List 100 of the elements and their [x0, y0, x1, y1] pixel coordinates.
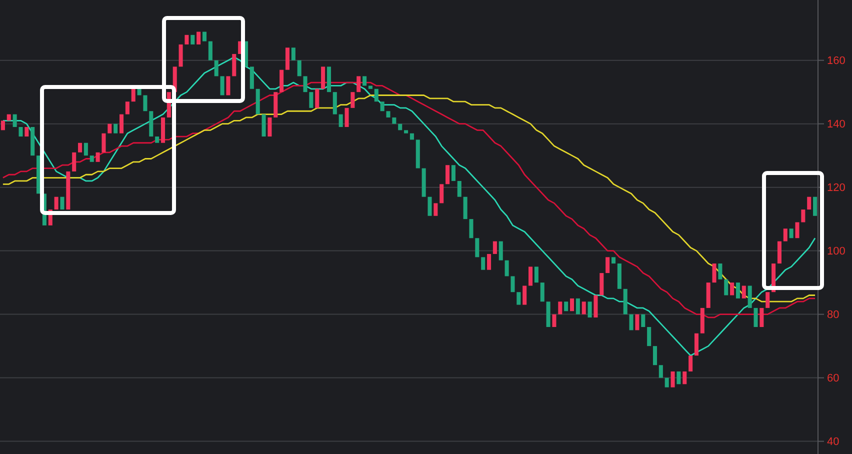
candlestick — [90, 156, 94, 162]
candlestick — [635, 314, 640, 330]
candlestick — [795, 222, 800, 238]
candlestick — [386, 111, 390, 118]
candlestick — [742, 286, 746, 298]
y-tick-label: 40 — [827, 436, 840, 448]
y-tick-label: 60 — [827, 372, 840, 384]
y-tick-label: 100 — [827, 245, 846, 258]
candlestick — [190, 34, 195, 44]
candlestick — [760, 308, 764, 328]
candlestick — [155, 136, 160, 143]
candlestick — [108, 124, 112, 134]
candlestick — [30, 126, 35, 156]
candlestick — [356, 76, 361, 92]
candlestick — [368, 86, 372, 89]
candlestick — [54, 196, 58, 210]
y-tick-label: 140 — [827, 118, 846, 130]
candlestick — [184, 34, 189, 44]
candlestick — [664, 378, 669, 388]
candlestick — [783, 228, 788, 242]
candlestick — [84, 142, 88, 156]
candlestick — [813, 196, 818, 216]
candlestick — [137, 88, 142, 96]
candlestick — [754, 308, 758, 328]
candlestick — [410, 133, 414, 140]
candlestick — [463, 196, 468, 220]
candlestick — [268, 117, 272, 137]
candlestick — [451, 165, 456, 181]
candlestick — [730, 282, 734, 296]
candlestick — [338, 114, 343, 127]
candlestick — [280, 70, 284, 92]
candlestick — [416, 140, 420, 168]
candlestick — [398, 124, 402, 130]
candlestick — [326, 66, 331, 92]
candlestick — [629, 314, 634, 330]
candlestick — [570, 298, 574, 312]
candlestick — [736, 282, 740, 298]
candlestick — [24, 126, 29, 137]
candlestick — [297, 60, 302, 76]
candlestick — [582, 302, 586, 314]
candlestick — [440, 184, 444, 204]
candlestick — [291, 48, 296, 60]
candlestick — [125, 102, 130, 114]
candlestick — [623, 288, 628, 314]
candlestick — [564, 302, 568, 312]
candlestick — [706, 282, 710, 308]
candlestick — [789, 228, 794, 238]
candlestick — [208, 41, 212, 60]
candlestick — [617, 264, 622, 289]
candlestick — [487, 254, 492, 270]
candlestick — [606, 257, 610, 274]
candlestick — [226, 76, 230, 96]
candlestick — [611, 257, 616, 264]
candlestick — [534, 266, 538, 283]
line-series — [2, 56, 816, 356]
candlestick — [658, 365, 663, 378]
y-tick-label: 80 — [827, 308, 840, 321]
candlestick — [315, 88, 320, 108]
candlestick — [321, 66, 326, 89]
candlestick — [332, 92, 337, 114]
candlestick — [552, 314, 556, 328]
candlestick — [498, 241, 503, 260]
candlestick — [178, 44, 183, 67]
candlestick — [344, 108, 349, 127]
candlestick — [131, 88, 136, 102]
candlestick — [694, 333, 698, 356]
candlestick — [446, 165, 450, 184]
candlestick — [504, 260, 509, 276]
candlestick — [469, 219, 474, 238]
candlestick — [540, 282, 544, 302]
candlestick — [220, 76, 224, 96]
candlestick — [546, 302, 550, 328]
candlestick — [120, 114, 124, 134]
candlestick — [724, 279, 728, 296]
candlestick — [670, 371, 675, 388]
candlestick — [510, 276, 515, 292]
candlestick — [404, 130, 408, 134]
candlestick — [594, 295, 598, 318]
candlestick — [160, 117, 166, 143]
candlestick — [576, 298, 580, 314]
candlestick — [149, 111, 154, 137]
candlestick — [72, 152, 76, 172]
candlestick — [78, 142, 82, 152]
candlestick — [102, 133, 106, 152]
candlestick — [12, 114, 17, 127]
candlestick — [66, 171, 70, 210]
candlestick — [250, 66, 254, 89]
candlestick — [748, 286, 752, 308]
candlestick — [202, 32, 207, 42]
candlestick — [350, 92, 355, 108]
candlestick — [362, 76, 367, 86]
candlestick — [18, 126, 23, 137]
candlestick — [475, 238, 480, 258]
candlestick — [392, 117, 396, 124]
candlestick — [641, 314, 646, 328]
candlestick — [303, 76, 308, 92]
candlestick — [232, 54, 236, 76]
candlestick — [528, 266, 533, 286]
candlestick — [807, 196, 812, 210]
candlestick — [688, 356, 693, 372]
